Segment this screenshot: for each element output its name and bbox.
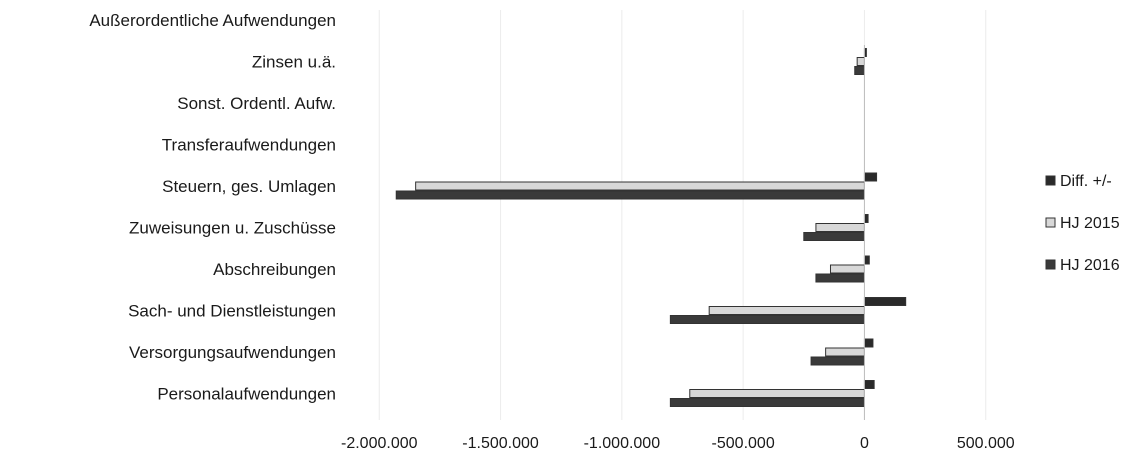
category-label: Außerordentliche Aufwendungen xyxy=(89,11,336,30)
legend-swatch-2 xyxy=(1045,259,1056,270)
bar-hj-2016-4 xyxy=(803,232,865,241)
bar-hj-2015-1 xyxy=(825,347,865,357)
category-label: Sonst. Ordentl. Aufw. xyxy=(177,94,336,113)
legend-label: Diff. +/- xyxy=(1060,173,1112,190)
bar-hj-2015-2 xyxy=(708,306,865,315)
x-tick-label: -1.500.000 xyxy=(462,435,539,452)
bar-hj-2016-5 xyxy=(395,190,865,200)
category-label: Transferaufwendungen xyxy=(162,136,336,155)
legend-swatch-1 xyxy=(1045,217,1056,228)
x-tick-label: 0 xyxy=(860,435,869,452)
bar-hj-2016-2 xyxy=(669,315,865,324)
category-label: Zinsen u.ä. xyxy=(252,53,336,72)
category-label: Versorgungsaufwendungen xyxy=(129,343,336,362)
category-label: Zuweisungen u. Zuschüsse xyxy=(129,219,336,238)
bar-diff-3 xyxy=(863,255,870,265)
category-label: Sach- und Dienstleistungen xyxy=(128,302,336,321)
x-tick-label: 500.000 xyxy=(957,435,1015,452)
bar-diff-4 xyxy=(863,214,869,223)
legend-label: HJ 2015 xyxy=(1060,215,1120,232)
category-label: Steuern, ges. Umlagen xyxy=(162,177,336,196)
bar-hj-2016-0 xyxy=(669,398,865,407)
x-tick-label: -500.000 xyxy=(712,435,775,452)
bar-hj-2016-1 xyxy=(810,356,865,366)
x-tick-label: -1.000.000 xyxy=(584,435,661,452)
legend-swatch-0 xyxy=(1045,175,1056,186)
category-label: Personalaufwendungen xyxy=(157,385,336,404)
bar-diff-0 xyxy=(863,380,875,389)
bar-hj-2015-5 xyxy=(415,181,865,191)
category-label: Abschreibungen xyxy=(213,260,336,279)
bar-diff-2 xyxy=(863,297,907,306)
bar-hj-2015-4 xyxy=(815,223,865,232)
bar-hj-2015-3 xyxy=(829,264,865,274)
bar-hj-2016-8 xyxy=(854,66,865,75)
bar-diff-5 xyxy=(863,172,878,182)
bar-hj-2015-8 xyxy=(856,57,865,66)
x-tick-label: -2.000.000 xyxy=(341,435,418,452)
bar-hj-2015-0 xyxy=(689,389,865,398)
bar-hj-2016-3 xyxy=(815,273,865,283)
legend-label: HJ 2016 xyxy=(1060,257,1120,274)
bar-diff-1 xyxy=(863,338,874,348)
